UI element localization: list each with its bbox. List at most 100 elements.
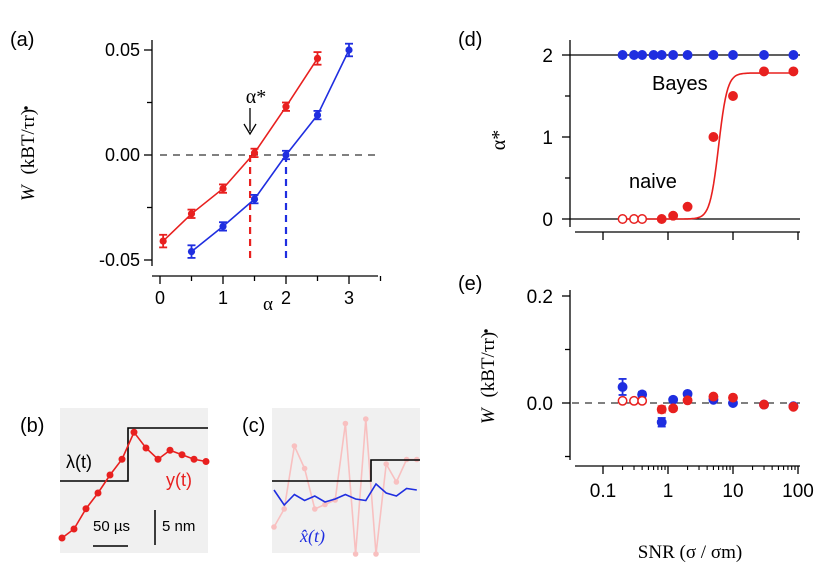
c-measurement-point (342, 420, 349, 427)
a-line-bayes (191, 49, 350, 253)
e-point-naive (759, 399, 769, 410)
c-measurement-point (352, 551, 359, 557)
panel-a-chart: 0 1 2 3 -0.05 0.00 0.05 α W (kBT/τr) α* (18, 40, 382, 315)
y-label-b: y(t) (166, 470, 192, 490)
e-y-tick-label: 0.0 (527, 394, 553, 415)
e-point-bayes (656, 417, 667, 428)
time-scale-label: 50 µs (93, 518, 130, 535)
c-measurement-point (393, 479, 400, 485)
panel-e-y-label-units: (kBT/τr) (478, 332, 499, 398)
panel-label-b: (b) (20, 415, 44, 437)
c-measurement-point (301, 465, 308, 472)
b-y-point (142, 444, 150, 452)
d-point-bayes (637, 50, 648, 60)
e-point-naive (629, 395, 639, 406)
d-point-bayes (656, 50, 667, 60)
a-point-bayes (219, 222, 227, 230)
d-point-naive (708, 132, 719, 142)
e-point-naive (788, 401, 799, 412)
e-point-naive (637, 395, 648, 406)
d-point-bayes (759, 50, 769, 60)
d-point-bayes (788, 50, 799, 60)
c-lambda-line (272, 459, 420, 482)
a-point-naive (187, 210, 196, 218)
d-point-bayes (668, 50, 679, 60)
panel-label-e: (e) (458, 273, 482, 295)
a-point-naive (250, 149, 259, 157)
c-measurement-point (312, 506, 318, 512)
c-measurement-point (271, 524, 277, 530)
panel-a-annotation: α* (246, 86, 266, 108)
e-x-tick-label: 100 (782, 481, 814, 502)
d-point-naive (637, 214, 648, 224)
panel-e-y-label-main: W (478, 406, 499, 424)
d-point-naive (788, 66, 799, 77)
legend-naive: naive (629, 171, 677, 193)
a-point-bayes (313, 111, 322, 119)
e-y-tick-label: 0.2 (527, 287, 553, 308)
b-y-point (154, 455, 162, 463)
panel-d-y-label: α* (488, 130, 510, 150)
panel-a-y-label-main: W (18, 183, 39, 201)
c-measurement-point (291, 443, 298, 449)
e-x-tick-label: 10 (722, 481, 743, 502)
panel-e-y-label: W (kBT/τr) (478, 332, 499, 424)
b-y-point (178, 451, 186, 459)
panel-a-y-label-units: (kBT/τr) (18, 109, 39, 175)
panel-e-x-label: SNR (σ / σm) (638, 542, 742, 563)
b-y-point (118, 455, 126, 463)
a-point-naive (219, 185, 227, 193)
e-point-bayes (668, 394, 679, 405)
d-point-bayes (682, 50, 693, 60)
e-point-naive (668, 403, 679, 414)
c-measurement-point (322, 501, 328, 508)
d-point-naive (759, 66, 769, 77)
panel-label-c: (c) (242, 415, 265, 437)
b-y-point (130, 428, 138, 436)
e-point-naive (708, 391, 719, 402)
a-y-tick-label: -0.05 (99, 250, 140, 270)
a-x-tick-label: 2 (281, 288, 291, 308)
b-y-point (166, 446, 174, 454)
panel-b-trace: λ(t) y(t) 50 µs 5 nm (58, 408, 210, 553)
panel-label-d: (d) (458, 29, 482, 51)
e-point-naive (656, 404, 667, 415)
panel-a-y-label: W (kBT/τr) (18, 109, 39, 201)
b-y-point (106, 471, 114, 479)
b-y-point (94, 489, 102, 497)
c-measurement-point (363, 416, 369, 422)
d-point-bayes (728, 50, 738, 60)
d-y-tick-label: 2 (542, 46, 553, 67)
a-x-tick-label: 3 (344, 288, 354, 308)
e-point-naive (617, 395, 628, 406)
d-point-naive (728, 91, 738, 101)
b-lambda-line (60, 427, 208, 482)
xhat-label: x̂(t) (299, 526, 325, 547)
d-point-naive (682, 201, 693, 212)
b-y-point (82, 505, 90, 513)
e-point-bayes (617, 382, 628, 392)
panel-e-chart: 0.0 0.2 0.1 1 10 100 SNR (σ / σm) W (kBT/τr) (478, 287, 814, 563)
b-y-point (58, 534, 66, 542)
e-point-naive (728, 392, 738, 403)
d-point-naive (668, 210, 679, 221)
d-point-bayes (617, 50, 628, 60)
panel-a-y-label-dot (24, 106, 28, 110)
a-point-bayes (282, 151, 290, 159)
panel-a-x-label: α (263, 294, 273, 315)
d-point-bayes (648, 50, 659, 60)
a-x-tick-label: 0 (155, 288, 165, 308)
e-point-naive (682, 395, 693, 406)
a-point-bayes (187, 248, 196, 256)
panel-c-trace: x̂(t) (271, 408, 420, 557)
a-y-tick-label: 0.05 (105, 40, 140, 60)
panel-d-chart: 0 1 2 Bayes naive α* (488, 40, 800, 240)
a-point-naive (282, 103, 290, 111)
panel-label-a: (a) (10, 29, 34, 51)
d-point-naive (629, 214, 639, 224)
a-point-bayes (345, 46, 353, 54)
d-point-naive (656, 214, 667, 224)
a-x-tick-label: 1 (218, 288, 228, 308)
d-y-tick-label: 1 (542, 128, 553, 149)
